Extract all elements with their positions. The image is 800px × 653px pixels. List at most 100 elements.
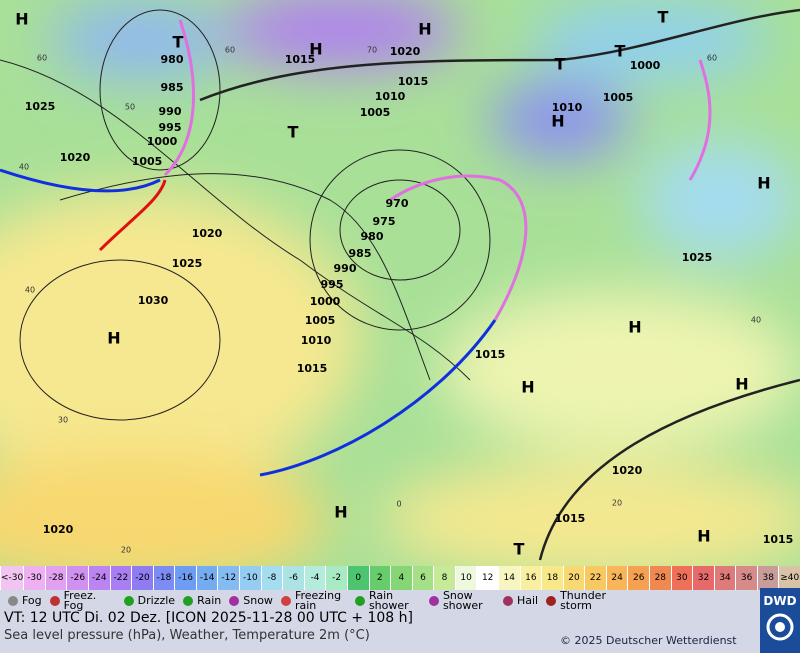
scale-cell: -28 — [44, 566, 67, 590]
weather-icon — [49, 596, 60, 606]
isobar-label: 985 — [349, 247, 372, 260]
isobar-label: 1025 — [682, 251, 713, 264]
weather-label: Freezing rain — [294, 589, 342, 612]
scale-cell: 4 — [390, 566, 412, 590]
isotherm-label: 20 — [612, 499, 622, 508]
isobar-label: 1030 — [138, 294, 169, 307]
scale-cell: -18 — [152, 566, 175, 590]
weather-legend-item: Hail — [502, 594, 539, 607]
isobar-label: 980 — [361, 230, 384, 243]
isobar-label: 1020 — [60, 151, 91, 164]
scale-cell: -16 — [174, 566, 196, 590]
occluded-front — [163, 19, 196, 177]
isotherm-label: 20 — [121, 546, 131, 555]
scale-cell: 18 — [541, 566, 563, 590]
isobar-label: 1005 — [132, 155, 163, 168]
isobar-label: 990 — [334, 262, 357, 275]
scale-cell: 22 — [584, 566, 606, 590]
isobar-label: 1010 — [375, 90, 406, 103]
isobar-label: 1020 — [390, 45, 421, 58]
weather-legend-item: Freez. Fog — [49, 590, 116, 611]
isobar-label: 995 — [159, 121, 182, 134]
isotherm-label: 50 — [125, 103, 135, 112]
copyright: © 2025 Deutscher Wetterdienst — [560, 634, 737, 647]
pressure-center: H — [697, 527, 710, 546]
scale-cell: -30 — [23, 566, 45, 590]
isobar-label: 1005 — [603, 91, 634, 104]
scale-cell: -2 — [325, 566, 347, 590]
scale-cell: 10 — [454, 566, 477, 590]
isotherm-label: 0 — [396, 500, 401, 509]
pressure-center: H — [521, 378, 534, 397]
scale-cell: -26 — [66, 566, 88, 590]
scale-cell: 0 — [346, 566, 369, 590]
weather-label: Thunder storm — [560, 589, 606, 612]
scale-cell: 8 — [433, 566, 455, 590]
scale-cell: 34 — [713, 566, 736, 590]
isobar-label: 1015 — [555, 512, 586, 525]
scale-cell: <-30 — [0, 566, 24, 590]
weather-icon — [280, 596, 291, 606]
weather-legend-item: Drizzle — [123, 594, 176, 607]
pressure-center: T — [555, 55, 566, 74]
weather-legend: Fog Freez. Fog Drizzle Rain Snow Freezing rai… — [0, 590, 760, 612]
isobar-label: 1015 — [398, 75, 429, 88]
scale-cell: 12 — [476, 566, 498, 590]
weather-legend-item: Thunder storm — [546, 589, 612, 612]
pressure-center: H — [107, 329, 120, 348]
scale-cell: 6 — [411, 566, 434, 590]
isobar-label: 1020 — [192, 227, 223, 240]
weather-icon — [354, 596, 365, 606]
isotherm-label: 40 — [751, 316, 761, 325]
weather-label: Rain — [197, 594, 222, 607]
weather-label: Drizzle — [137, 594, 176, 607]
occluded-front — [389, 174, 528, 321]
isobar-label: 1005 — [360, 106, 391, 119]
isotherm-label: 60 — [707, 54, 717, 63]
weather-legend-item: Rain — [183, 594, 222, 607]
isobar-label: 1015 — [763, 533, 794, 546]
scale-cell: 38 — [756, 566, 779, 590]
pressure-center: T — [288, 123, 299, 142]
scale-cell: -24 — [87, 566, 110, 590]
isobar-label: 990 — [159, 105, 182, 118]
weather-icon — [8, 596, 18, 606]
pressure-center: T — [658, 8, 669, 27]
scale-cell: -8 — [260, 566, 283, 590]
weather-legend-item: Fog — [8, 594, 42, 607]
pressure-center: H — [757, 174, 770, 193]
isobar-label: 985 — [161, 81, 184, 94]
isobar-label: 1010 — [552, 101, 583, 114]
scale-cell: 26 — [627, 566, 650, 590]
isobar-label: 1025 — [172, 257, 203, 270]
weather-label: Hail — [516, 594, 539, 607]
isotherm-label: 40 — [25, 286, 35, 295]
temperature-field — [0, 0, 800, 566]
isobar-label: 1020 — [612, 464, 643, 477]
logo-text: DWD — [763, 594, 797, 608]
weather-icon — [546, 596, 557, 606]
scale-cell: -12 — [217, 566, 240, 590]
logo: DWD — [760, 588, 800, 653]
weather-label: Snow — [243, 594, 273, 607]
isobar-label: 1005 — [305, 314, 336, 327]
occluded-front — [688, 59, 712, 181]
valid-time: VT: 12 UTC Di. 02 Dez. [ICON 2025-11-28 … — [4, 610, 413, 626]
scale-cell: 2 — [368, 566, 391, 590]
warm-front — [98, 179, 167, 252]
scale-cell: -6 — [282, 566, 304, 590]
scale-cell: 16 — [519, 566, 542, 590]
weather-icon — [183, 596, 194, 606]
isobar-label: 1015 — [297, 362, 328, 375]
cold-front — [259, 319, 497, 477]
isobar-label: 975 — [373, 215, 396, 228]
scale-cell: -10 — [239, 566, 261, 590]
pressure-center: H — [309, 40, 322, 59]
isotherm-label: 60 — [37, 54, 47, 63]
isobar-label: 1015 — [285, 53, 316, 66]
scale-cell: -4 — [303, 566, 326, 590]
weather-label: Fog — [22, 594, 42, 607]
weather-legend-item: Snow shower — [428, 590, 495, 611]
isotherm-label: 60 — [225, 46, 235, 55]
weather-icon — [502, 596, 513, 606]
